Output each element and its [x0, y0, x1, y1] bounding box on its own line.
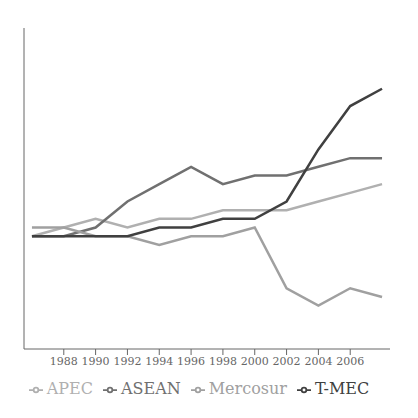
html-text:APEC: APEC — [46, 379, 93, 398]
svg-text:2002: 2002 — [273, 355, 301, 368]
svg-text:1990: 1990 — [82, 355, 110, 368]
html-text:ASEAN: ASEAN — [121, 379, 181, 398]
svg-text:1994: 1994 — [145, 355, 173, 368]
svg-text:2004: 2004 — [304, 355, 332, 368]
svg-text:2006: 2006 — [336, 355, 364, 368]
svg-text:1992: 1992 — [113, 355, 141, 368]
html-text:T-MEC: T-MEC — [315, 379, 370, 398]
svg-text:1996: 1996 — [177, 355, 205, 368]
svg-text:2000: 2000 — [241, 355, 269, 368]
svg-text:1988: 1988 — [50, 355, 78, 368]
svg-text:1998: 1998 — [209, 355, 237, 368]
html-text:Mercosur: Mercosur — [208, 379, 287, 398]
